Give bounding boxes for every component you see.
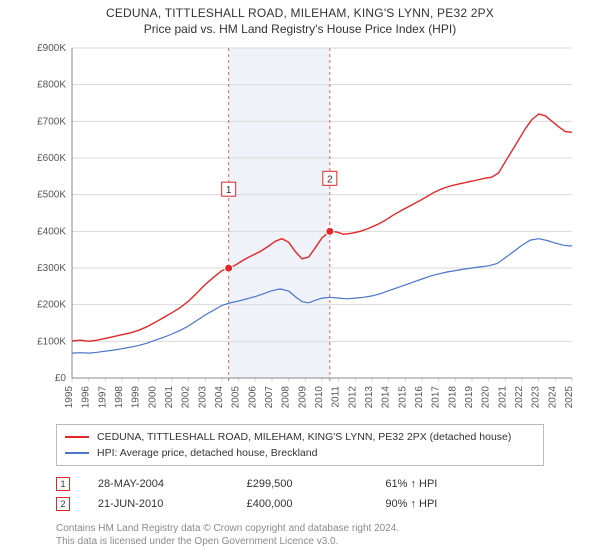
x-tick-label: 2012 [347,386,358,409]
sale-date: 21-JUN-2010 [98,498,247,510]
legend-swatch [65,452,89,454]
marker-dot [326,227,334,235]
x-tick-label: 2020 [481,386,492,409]
sale-price: £400,000 [247,498,386,510]
x-tick-label: 2016 [414,386,425,409]
x-tick-label: 2004 [214,386,225,409]
legend-swatch [65,436,89,438]
license-line1: Contains HM Land Registry data © Crown c… [56,522,544,535]
sale-delta: 61% ↑ HPI [385,478,544,490]
sale-marker-badge: 1 [56,477,70,491]
x-tick-label: 2019 [464,386,475,409]
x-tick-label: 2025 [564,386,575,409]
x-tick-label: 2013 [364,386,375,409]
x-tick-label: 2000 [147,386,158,409]
x-tick-label: 2008 [281,386,292,409]
x-tick-label: 2002 [181,386,192,409]
x-tick-label: 1996 [81,386,92,409]
x-tick-label: 2018 [447,386,458,409]
x-tick-label: 2003 [197,386,208,409]
license-line2: This data is licensed under the Open Gov… [56,535,544,548]
title-line1: CEDUNA, TITTLESHALL ROAD, MILEHAM, KING'… [106,6,494,20]
x-tick-label: 2021 [497,386,508,409]
x-tick-label: 2009 [297,386,308,409]
sale-price: £299,500 [247,478,386,490]
y-tick-label: £600K [37,153,66,164]
sale-row: 2 21-JUN-2010£400,00090% ↑ HPI [56,494,544,514]
legend-row: HPI: Average price, detached house, Brec… [65,445,535,461]
chart-area: £0 £100K £200K £300K £400K £500K £600K £700K £80… [20,40,580,420]
y-tick-label: £200K [37,300,66,311]
y-tick-label: £700K [37,116,66,127]
shaded-band [229,48,330,378]
y-tick-label: £400K [37,226,66,237]
chart-titles: CEDUNA, TITTLESHALL ROAD, MILEHAM, KING'… [106,6,494,36]
x-tick-label: 2015 [397,386,408,409]
x-tick-label: 2006 [247,386,258,409]
price-chart: £0 £100K £200K £300K £400K £500K £600K £700K £80… [20,40,580,420]
legend-row: CEDUNA, TITTLESHALL ROAD, MILEHAM, KING'… [65,429,535,445]
y-tick-label: £900K [37,43,66,54]
sale-delta: 90% ↑ HPI [385,498,544,510]
marker-number: 1 [226,185,232,196]
title-line2: Price paid vs. HM Land Registry's House … [106,22,494,36]
y-tick-label: £500K [37,190,66,201]
legend-label: CEDUNA, TITTLESHALL ROAD, MILEHAM, KING'… [97,429,511,445]
x-tick-label: 2022 [514,386,525,409]
x-tick-label: 1999 [131,386,142,409]
x-tick-label: 1995 [64,386,75,409]
y-tick-label: £0 [55,373,67,384]
x-tick-label: 2023 [531,386,542,409]
sale-date: 28-MAY-2004 [98,478,247,490]
x-tick-label: 2005 [231,386,242,409]
legend-label: HPI: Average price, detached house, Brec… [97,445,317,461]
x-tick-label: 2001 [164,386,175,409]
x-tick-label: 2007 [264,386,275,409]
x-tick-label: 2011 [331,386,342,408]
x-tick-label: 1998 [114,386,125,409]
license-text: Contains HM Land Registry data © Crown c… [56,522,544,548]
x-tick-label: 2024 [547,386,558,409]
x-tick-label: 2010 [314,386,325,409]
y-tick-label: £800K [37,80,66,91]
sale-marker-badge: 2 [56,497,70,511]
x-tick-label: 1997 [97,386,108,409]
y-tick-label: £100K [37,336,66,347]
marker-number: 2 [327,174,333,185]
sale-row: 1 28-MAY-2004£299,50061% ↑ HPI [56,474,544,494]
marker-dot [225,264,233,272]
legend-box: CEDUNA, TITTLESHALL ROAD, MILEHAM, KING'… [56,424,544,466]
y-tick-label: £300K [37,263,66,274]
sales-table: 1 28-MAY-2004£299,50061% ↑ HPI 2 21-JUN-201… [56,474,544,514]
x-tick-label: 2017 [431,386,442,409]
x-tick-label: 2014 [381,386,392,409]
